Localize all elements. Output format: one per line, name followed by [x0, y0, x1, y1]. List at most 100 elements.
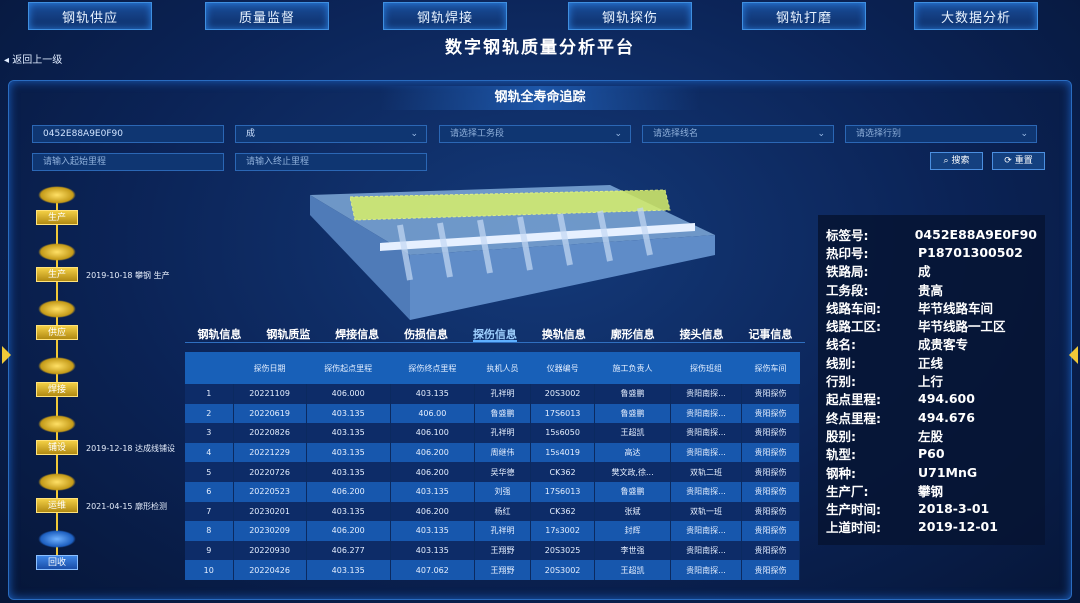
table-row[interactable]: 5 20220726 403.135 406.200 吴华德 CK362 樊文政,徐... 双… — [185, 462, 800, 482]
tab-item[interactable]: 接头信息 — [679, 328, 724, 341]
stage-node[interactable]: 供应 — [36, 325, 78, 340]
detail-tabs: 钢轨信息 钢轨质监 焊接信息 伤损信息 探伤信息 换轨信息 廓形信息 接头信息 记事信息 — [185, 326, 805, 343]
right-arrow-icon[interactable] — [1069, 346, 1078, 364]
column-header: 探伤班组 — [670, 352, 742, 384]
column-header: 探伤起点里程 — [306, 352, 391, 384]
table-row[interactable]: 9 20220930 406.277 403.135 王翔野 20S3025 李世强 贵阳南探… — [185, 540, 800, 561]
bureau-select[interactable]: 成 ⌄ — [235, 125, 427, 143]
table-cell: 6 — [185, 481, 234, 502]
table-cell: 高达 — [594, 442, 671, 463]
table-row[interactable]: 1 20221109 406.000 403.135 孔祥明 20S3002 鲁盛鹏 贵阳南探… — [185, 384, 800, 404]
tab-item[interactable]: 伤损信息 — [404, 328, 449, 341]
nav-tab[interactable]: 钢轨打磨 — [742, 2, 866, 30]
end-mileage-input[interactable]: 请输入终止里程 — [235, 153, 427, 171]
table-cell: 贵阳南探... — [670, 540, 743, 561]
table-row[interactable]: 3 20220826 403.135 406.100 孔祥明 15s6050 王超凯 贵阳南探… — [185, 423, 800, 443]
info-value: 正线 — [918, 355, 944, 371]
table-cell: 鲁盛鹏 — [594, 403, 671, 424]
table-cell: 20230201 — [233, 501, 307, 522]
back-link[interactable]: ◂ 返回上一级 — [4, 55, 63, 66]
rail-3d-model — [310, 185, 715, 320]
table-cell: 406.200 — [390, 501, 475, 522]
start-mileage-input[interactable]: 请输入起始里程 — [32, 153, 224, 171]
column-header: 探伤终点里程 — [390, 352, 475, 384]
column-header — [185, 352, 233, 384]
table-cell: 17S6013 — [530, 481, 596, 502]
table-cell: 贵阳探伤 — [741, 384, 800, 404]
table-cell: 20220426 — [233, 560, 307, 580]
direction-select[interactable]: 请选择行别 ⌄ — [845, 125, 1037, 143]
stage-node[interactable]: 生产 — [36, 210, 78, 225]
tab-item[interactable]: 记事信息 — [748, 328, 793, 341]
info-label: 轨型: — [826, 447, 856, 463]
table-row[interactable]: 10 20220426 403.135 407.062 王翔野 20S3002 王超凯 贵阳南… — [185, 560, 800, 580]
tag-input[interactable]: 0452E88A9E0F90 — [32, 125, 224, 143]
stage-node[interactable]: 运维 — [36, 498, 78, 513]
table-cell: 贵阳探伤 — [741, 481, 800, 502]
table-cell: 20S3002 — [530, 560, 596, 580]
nav-tab[interactable]: 钢轨供应 — [28, 2, 152, 30]
table-cell: 403.135 — [306, 423, 391, 443]
stage-node[interactable]: 铺设 — [36, 440, 78, 455]
table-cell: 20230209 — [233, 521, 307, 541]
table-cell: 8 — [185, 521, 234, 541]
nav-tab[interactable]: 钢轨焊接 — [383, 2, 507, 30]
line-select[interactable]: 请选择线名 ⌄ — [642, 125, 834, 143]
tab-item[interactable]: 钢轨质监 — [266, 328, 311, 341]
table-row[interactable]: 7 20230201 403.135 406.200 杨红 CK362 张斌 双轨一班 贵阳探伤 — [185, 501, 800, 522]
nav-tab[interactable]: 质量监督 — [205, 2, 329, 30]
column-header: 仪器编号 — [530, 352, 595, 384]
left-arrow-icon[interactable] — [2, 346, 11, 364]
tab-item[interactable]: 换轨信息 — [541, 328, 586, 341]
table-row[interactable]: 2 20220619 403.135 406.00 鲁盛鹏 17S6013 鲁盛鹏 贵阳南探.… — [185, 403, 800, 424]
table-cell: 17S6013 — [530, 403, 596, 424]
tab-item[interactable]: 探伤信息 — [472, 328, 517, 342]
section-select[interactable]: 请选择工务段 ⌄ — [439, 125, 631, 143]
table-row[interactable]: 8 20230209 406.200 403.135 孔祥明 17s3002 封辉 贵阳南探.… — [185, 521, 800, 541]
table-cell: 鲁盛鹏 — [594, 384, 671, 404]
tab-item[interactable]: 钢轨信息 — [197, 328, 242, 341]
info-label: 上道时间: — [826, 520, 881, 536]
tab-item[interactable]: 廓形信息 — [610, 328, 655, 341]
back-label[interactable]: 返回上一级 — [12, 55, 63, 66]
info-row: 线别: 正线 — [826, 353, 1037, 371]
info-value: U71MnG — [918, 464, 978, 480]
table-cell: 贵阳南探... — [670, 384, 743, 404]
column-header: 探伤日期 — [233, 352, 307, 384]
info-value: 成贵客专 — [918, 337, 969, 353]
table-cell: 李世强 — [594, 540, 671, 561]
stage-event: 2019-12-18 达成线铺设 — [86, 444, 176, 453]
info-row: 铁路局: 成 — [826, 262, 1037, 280]
table-cell: 王超凯 — [594, 423, 671, 443]
search-button[interactable]: ⌕ 搜索 — [930, 152, 983, 170]
table-cell: 403.135 — [390, 540, 475, 561]
info-value: 左股 — [918, 428, 944, 444]
table-cell: 10 — [185, 560, 234, 580]
section-title: 钢轨全寿命追踪 — [380, 86, 700, 110]
stage-icon — [38, 530, 76, 548]
table-cell: 贵阳探伤 — [741, 462, 800, 482]
table-cell: 鲁盛鹏 — [594, 481, 671, 502]
info-value: 成 — [918, 264, 931, 280]
table-cell: 封辉 — [594, 521, 671, 541]
table-cell: 20220726 — [233, 462, 307, 482]
table-cell: 樊文政,徐... — [594, 462, 671, 482]
stage-node[interactable]: 回收 — [36, 555, 78, 570]
info-label: 生产时间: — [826, 502, 881, 518]
table-cell: 双轨一班 — [670, 501, 743, 522]
table-cell: 鲁盛鹏 — [474, 403, 532, 424]
table-row[interactable]: 6 20220523 406.200 403.135 刘强 17S6013 鲁盛鹏 贵阳南探.… — [185, 481, 800, 502]
table-cell: 贵阳南探... — [670, 442, 743, 463]
nav-tab[interactable]: 钢轨探伤 — [568, 2, 692, 30]
tab-item[interactable]: 焊接信息 — [335, 328, 380, 341]
table-cell: 406.200 — [306, 481, 391, 502]
stage-node[interactable]: 生产 — [36, 267, 78, 282]
nav-tab[interactable]: 大数据分析 — [914, 2, 1038, 30]
info-row: 钢种: U71MnG — [826, 463, 1037, 481]
reset-button[interactable]: ⟳ 重置 — [992, 152, 1045, 170]
main-frame — [8, 80, 1072, 600]
table-cell: 407.062 — [390, 560, 475, 580]
rail-info-panel: 标签号: 0452E88A9E0F90 热印号: P18701300502 铁路局: 成工… — [818, 215, 1045, 545]
table-row[interactable]: 4 20221229 403.135 406.200 周继伟 15s4019 高达 贵阳南探.… — [185, 442, 800, 463]
stage-node[interactable]: 焊接 — [36, 382, 78, 397]
